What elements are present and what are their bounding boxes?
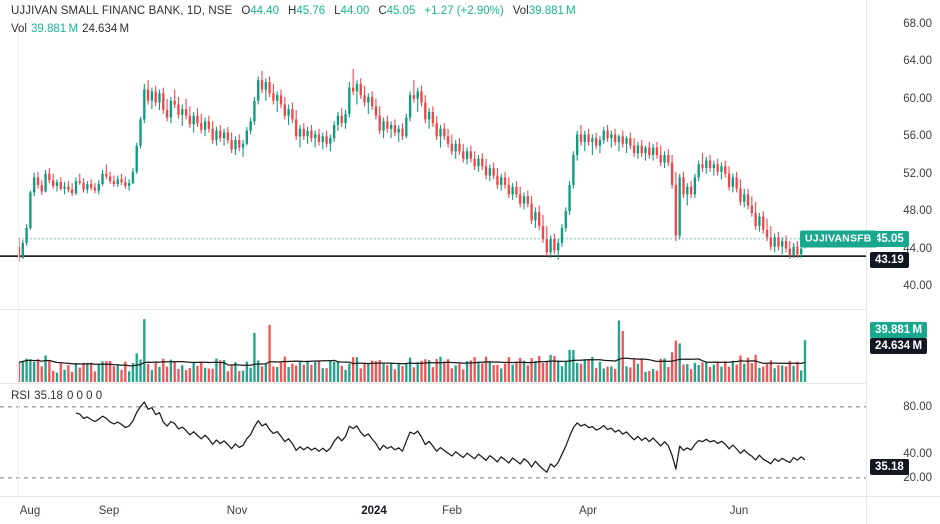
- axis-corner: [866, 496, 940, 524]
- price-tick-64-00: 64.00: [903, 55, 932, 68]
- price-tick-44-00: 44.00: [903, 242, 932, 255]
- price-scale-axis[interactable]: 68.00 64.00 60.00 56.00 52.00 48.00 44.00 40.00…: [866, 0, 940, 496]
- last-price-badge[interactable]: 45.05: [870, 230, 909, 247]
- rsi-tick-80: 80.00: [903, 400, 932, 413]
- price-tick-68-00: 68.00: [903, 18, 932, 31]
- ticker-price-tag[interactable]: UJJIVANSFB: [800, 230, 877, 248]
- volume-pane[interactable]: [0, 310, 866, 384]
- pane-separator-price-volume[interactable]: [0, 309, 866, 310]
- price-plot: [0, 68, 866, 262]
- rsi-tick-20: 20.00: [903, 471, 932, 484]
- price-tick-48-00: 48.00: [903, 205, 932, 218]
- rsi-tick-40: 40.00: [903, 448, 932, 461]
- time-tick-jun: Jun: [729, 505, 749, 517]
- rsi-legend-value: 35.18: [34, 390, 63, 402]
- rsi-legend-name[interactable]: RSI: [11, 390, 31, 402]
- price-tick-52-00: 52.00: [903, 167, 932, 180]
- rsi-value-badge[interactable]: 35.18: [870, 458, 909, 475]
- time-scale-axis[interactable]: Aug Sep Nov 2024 Feb Apr Jun: [0, 496, 866, 524]
- volume-ma-badge[interactable]: 24.634 M: [870, 338, 928, 355]
- volume-badge[interactable]: 39.881 M: [870, 322, 928, 339]
- time-tick-2024: 2024: [361, 505, 387, 517]
- rsi-plot: [0, 401, 866, 479]
- time-tick-sep: Sep: [98, 505, 120, 517]
- volume-plot: [17, 319, 807, 382]
- price-pane[interactable]: [0, 0, 866, 310]
- time-tick-apr: Apr: [579, 505, 597, 517]
- ticker-tag-name: UJJIVANSFB: [800, 230, 877, 248]
- price-tick-60-00: 60.00: [903, 92, 932, 105]
- price-tick-40-00: 40.00: [903, 279, 932, 292]
- rsi-legend-params: 0 0 0 0: [66, 390, 103, 402]
- baseline-price-badge[interactable]: 43.19: [870, 252, 909, 269]
- rsi-legend: RSI 35.18 0 0 0 0: [11, 388, 102, 403]
- price-tick-56-00: 56.00: [903, 130, 932, 143]
- time-tick-nov: Nov: [226, 505, 248, 517]
- left-edge-rule: [18, 0, 19, 496]
- rsi-pane[interactable]: RSI 35.18 0 0 0 0: [0, 384, 866, 496]
- time-tick-feb: Feb: [442, 505, 462, 517]
- time-tick-aug: Aug: [19, 505, 41, 517]
- pane-separator-volume-rsi[interactable]: [0, 383, 866, 384]
